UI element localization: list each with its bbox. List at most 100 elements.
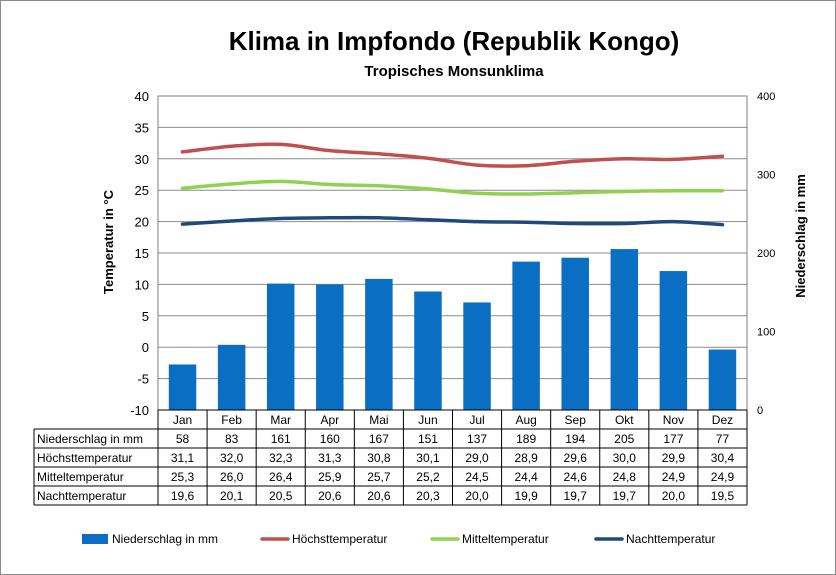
legend-label: Mitteltemperatur bbox=[462, 532, 549, 546]
bar-niederschlag-feb bbox=[217, 344, 246, 410]
table-cell: 24,6 bbox=[564, 470, 588, 484]
table-cell: 28,9 bbox=[514, 451, 538, 465]
legend-label: Nachttemperatur bbox=[626, 532, 715, 546]
table-cell: 167 bbox=[369, 432, 389, 446]
table-cell: 20,0 bbox=[662, 489, 686, 503]
y-tick-label: -5 bbox=[137, 372, 149, 387]
table-cell: 24,5 bbox=[465, 470, 489, 484]
bar-niederschlag-mar bbox=[266, 283, 295, 410]
table-cell: 29,0 bbox=[465, 451, 489, 465]
table-cell: 189 bbox=[516, 432, 536, 446]
table-cell: 31,3 bbox=[318, 451, 342, 465]
bar-niederschlag-nov bbox=[659, 271, 688, 410]
bar-niederschlag-dez bbox=[708, 349, 737, 410]
table-cell: 29,9 bbox=[662, 451, 686, 465]
table-cell: 19,5 bbox=[711, 489, 735, 503]
table-cell: 20,5 bbox=[269, 489, 293, 503]
table-cell: 25,3 bbox=[171, 470, 195, 484]
legend-label: Höchsttemperatur bbox=[292, 532, 387, 546]
table-cell: 161 bbox=[271, 432, 291, 446]
y-tick-label: 30 bbox=[135, 152, 149, 167]
y-tick-label: 25 bbox=[135, 183, 149, 198]
chart-subtitle: Tropisches Monsunklima bbox=[364, 63, 544, 80]
table-cell: 177 bbox=[663, 432, 683, 446]
x-tick-label: Dez bbox=[712, 413, 733, 427]
y-tick-label: -10 bbox=[130, 403, 149, 418]
table-cell: 160 bbox=[320, 432, 340, 446]
table-cell: 24,8 bbox=[613, 470, 637, 484]
y2-tick-label: 400 bbox=[757, 91, 775, 103]
x-tick-label: Feb bbox=[221, 413, 242, 427]
bar-niederschlag-jul bbox=[463, 302, 491, 410]
bar-niederschlag-jan bbox=[168, 364, 197, 410]
line-mitteltemperatur bbox=[180, 179, 725, 196]
x-tick-label: Sep bbox=[565, 413, 587, 427]
table-cell: 19,7 bbox=[564, 489, 588, 503]
y2-tick-label: 300 bbox=[757, 170, 775, 182]
table-cell: 25,7 bbox=[367, 470, 391, 484]
table-cell: 20,0 bbox=[465, 489, 489, 503]
y-tick-label: 40 bbox=[135, 89, 149, 104]
table-cell: 26,4 bbox=[269, 470, 293, 484]
table-cell: 24,9 bbox=[711, 470, 735, 484]
table-cell: 24,4 bbox=[514, 470, 538, 484]
table-row-header: Mitteltemperatur bbox=[37, 470, 124, 484]
table-cell: 20,6 bbox=[367, 489, 391, 503]
table-cell: 25,2 bbox=[416, 470, 440, 484]
table-cell: 32,0 bbox=[220, 451, 244, 465]
table-cell: 32,3 bbox=[269, 451, 293, 465]
bar-niederschlag-apr bbox=[316, 284, 344, 410]
table-cell: 194 bbox=[565, 432, 585, 446]
y-tick-label: 35 bbox=[135, 120, 149, 135]
table-cell: 19,9 bbox=[514, 489, 538, 503]
table-cell: 77 bbox=[716, 432, 730, 446]
y-tick-label: 5 bbox=[142, 309, 149, 324]
table-cell: 205 bbox=[614, 432, 634, 446]
y2-tick-label: 100 bbox=[757, 327, 775, 339]
x-tick-label: Okt bbox=[615, 413, 634, 427]
table-cell: 20,3 bbox=[416, 489, 440, 503]
y2-axis-label: Niederschlag in mm bbox=[793, 174, 808, 298]
table-cell: 151 bbox=[418, 432, 438, 446]
x-tick-label: Nov bbox=[663, 413, 684, 427]
x-tick-label: Mai bbox=[369, 413, 388, 427]
line-nachttemperatur bbox=[180, 215, 725, 227]
table-cell: 20,6 bbox=[318, 489, 342, 503]
table-cell: 24,9 bbox=[662, 470, 686, 484]
legend-label: Niederschlag in mm bbox=[112, 532, 218, 546]
legend-swatch-niederschlag bbox=[82, 534, 108, 544]
bar-niederschlag-jun bbox=[414, 291, 442, 410]
bar-niederschlag-okt bbox=[610, 249, 639, 410]
table-cell: 20,1 bbox=[220, 489, 244, 503]
y-tick-label: 20 bbox=[135, 215, 149, 230]
x-tick-label: Apr bbox=[320, 413, 339, 427]
bar-niederschlag-mai bbox=[365, 278, 393, 410]
y-tick-label: 0 bbox=[142, 340, 149, 355]
table-cell: 30,1 bbox=[416, 451, 440, 465]
line-hoechsttemperatur bbox=[180, 142, 725, 168]
table-cell: 137 bbox=[467, 432, 487, 446]
x-tick-label: Aug bbox=[515, 413, 536, 427]
table-row-header: Höchsttemperatur bbox=[37, 451, 132, 465]
table-row-header: Niederschlag in mm bbox=[37, 432, 143, 446]
table-cell: 29,6 bbox=[564, 451, 588, 465]
table-cell: 19,6 bbox=[171, 489, 195, 503]
table-cell: 25,9 bbox=[318, 470, 342, 484]
table-cell: 30,0 bbox=[613, 451, 637, 465]
table-cell: 19,7 bbox=[613, 489, 637, 503]
x-tick-label: Mar bbox=[270, 413, 291, 427]
y-axis-label: Temperatur in °C bbox=[101, 189, 116, 294]
table-cell: 58 bbox=[176, 432, 190, 446]
x-tick-label: Jan bbox=[173, 413, 192, 427]
x-tick-label: Jul bbox=[469, 413, 484, 427]
y2-tick-label: 200 bbox=[757, 248, 775, 260]
table-cell: 30,8 bbox=[367, 451, 391, 465]
x-tick-label: Jun bbox=[418, 413, 437, 427]
chart-title: Klima in Impfondo (Republik Kongo) bbox=[229, 26, 680, 56]
table-cell: 31,1 bbox=[171, 451, 195, 465]
table-cell: 83 bbox=[225, 432, 239, 446]
bar-niederschlag-sep bbox=[561, 257, 589, 410]
y2-tick-label: 0 bbox=[757, 405, 763, 417]
bar-niederschlag-aug bbox=[512, 261, 540, 410]
